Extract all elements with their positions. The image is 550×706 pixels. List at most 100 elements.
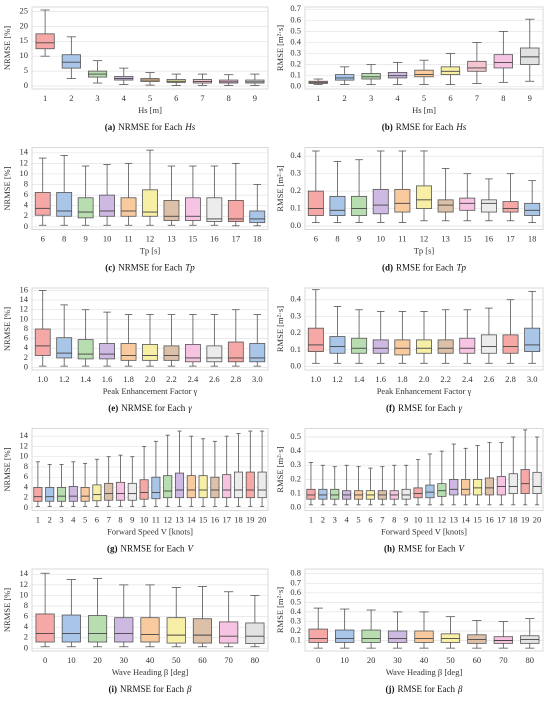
y-tick-label: 2 bbox=[24, 352, 28, 362]
caption-label: (e) bbox=[108, 403, 118, 413]
box bbox=[249, 343, 266, 363]
box bbox=[440, 633, 461, 643]
x-tick-label: 2.8 bbox=[505, 374, 516, 384]
x-tick-label: 20 bbox=[93, 655, 102, 665]
caption-label: (g) bbox=[107, 544, 118, 554]
y-axis-label: RMSE [m²·s] bbox=[275, 165, 285, 211]
box bbox=[245, 471, 255, 499]
box bbox=[68, 486, 78, 502]
y-tick-label: 25 bbox=[20, 5, 29, 15]
box bbox=[33, 487, 43, 502]
x-tick-label: 2 bbox=[343, 93, 347, 103]
y-tick-label: 0 bbox=[24, 642, 28, 652]
caption-text: RMSE for Each bbox=[398, 684, 456, 694]
x-tick-label: 10 bbox=[140, 514, 149, 524]
box bbox=[459, 197, 476, 211]
y-tick-label: 0.3 bbox=[290, 168, 301, 178]
x-tick-label: 20 bbox=[258, 514, 267, 524]
y-tick-label: 0.1 bbox=[290, 634, 301, 644]
box bbox=[184, 344, 201, 363]
box bbox=[307, 190, 324, 216]
y-tick-label: 0.5 bbox=[290, 25, 301, 35]
box bbox=[35, 613, 55, 643]
y-tick-label: 0.0 bbox=[290, 502, 301, 512]
y-tick-label: 0.2 bbox=[290, 327, 301, 337]
y-tick-label: 14 bbox=[20, 568, 29, 578]
x-tick-label: 6 bbox=[95, 514, 99, 524]
x-tick-label: 18 bbox=[528, 233, 537, 243]
y-axis-label: RMSE [m²·s] bbox=[275, 306, 285, 352]
y-tick-label: 4 bbox=[24, 200, 29, 210]
box bbox=[414, 630, 434, 643]
x-tick-label: 14 bbox=[187, 514, 196, 524]
y-tick-label: 0 bbox=[24, 362, 28, 372]
x-tick-label: 1.0 bbox=[37, 374, 48, 384]
box bbox=[99, 194, 115, 217]
y-tick-label: 10 bbox=[20, 589, 29, 599]
y-tick-label: 2 bbox=[24, 210, 28, 220]
caption-text: NRMSE for Each bbox=[121, 403, 185, 413]
caption-symbol: V bbox=[188, 544, 195, 554]
x-tick-label: 12 bbox=[438, 514, 447, 524]
x-tick-label: 6 bbox=[448, 93, 452, 103]
x-tick-label: 19 bbox=[521, 514, 530, 524]
x-tick-label: 18 bbox=[253, 233, 262, 243]
caption: (e) NRMSE for Each γ bbox=[108, 403, 192, 413]
y-tick-label: 0.3 bbox=[290, 310, 301, 320]
caption-text: NRMSE for Each bbox=[120, 684, 184, 694]
box bbox=[192, 618, 213, 644]
box bbox=[166, 617, 186, 644]
caption-label: (i) bbox=[109, 684, 118, 694]
box bbox=[394, 188, 411, 213]
plot-frame bbox=[31, 568, 269, 652]
y-tick-label: 0.6 bbox=[290, 587, 301, 597]
caption: (g) NRMSE for Each V bbox=[107, 544, 195, 554]
x-axis-label: Wave Heading β [deg] bbox=[386, 667, 463, 677]
y-axis-label: NRMSE [%] bbox=[2, 588, 12, 632]
box bbox=[351, 195, 368, 216]
box bbox=[437, 339, 454, 354]
x-tick-label: 1.6 bbox=[102, 374, 113, 384]
box bbox=[493, 54, 513, 69]
x-tick-label: 8 bbox=[335, 233, 339, 243]
plot-frame bbox=[304, 147, 544, 230]
x-tick-label: 10 bbox=[67, 655, 76, 665]
y-tick-label: 0.2 bbox=[290, 185, 301, 195]
x-tick-label: 11 bbox=[398, 233, 406, 243]
caption: (f) RMSE for Each γ bbox=[386, 403, 463, 413]
box bbox=[142, 189, 158, 217]
x-tick-label: 15 bbox=[473, 514, 482, 524]
box bbox=[351, 337, 368, 354]
x-tick-label: 12 bbox=[146, 233, 155, 243]
y-tick-label: 10 bbox=[20, 168, 29, 178]
y-axis-label: NRMSE [%] bbox=[2, 307, 12, 351]
box bbox=[372, 188, 389, 215]
box bbox=[35, 33, 55, 50]
box bbox=[461, 478, 471, 496]
y-tick-label: 0.0 bbox=[290, 81, 301, 91]
x-tick-label: 20 bbox=[533, 514, 542, 524]
caption: (j) RMSE for Each β bbox=[386, 684, 464, 694]
box bbox=[493, 636, 513, 644]
box bbox=[249, 210, 266, 224]
box bbox=[139, 479, 149, 500]
box bbox=[335, 629, 355, 643]
x-tick-label: 8 bbox=[118, 514, 122, 524]
x-tick-label: 1.0 bbox=[311, 374, 322, 384]
y-tick-label: 0 bbox=[24, 221, 28, 231]
x-tick-label: 8 bbox=[501, 93, 505, 103]
box bbox=[467, 634, 487, 644]
y-tick-label: 0.1 bbox=[290, 487, 301, 497]
box bbox=[307, 327, 324, 352]
x-tick-label: 30 bbox=[393, 655, 402, 665]
panel: 0.0 0.1 0.2 0.3 0.4 RMSE [m²·s] 6 8 9 10 11 12 13 15 1… bbox=[275, 147, 544, 273]
caption-symbol: γ bbox=[458, 403, 462, 413]
box bbox=[330, 488, 340, 500]
x-tick-label: 6 bbox=[368, 514, 372, 524]
x-tick-label: 3 bbox=[95, 93, 99, 103]
caption-symbol: γ bbox=[188, 403, 192, 413]
box bbox=[437, 483, 447, 497]
box bbox=[120, 343, 137, 361]
x-tick-label: 9 bbox=[84, 233, 88, 243]
panel: 0.10.20.30.40.50.60.70.8 RMSE [m²·s] 0 10 20… bbox=[275, 568, 544, 694]
